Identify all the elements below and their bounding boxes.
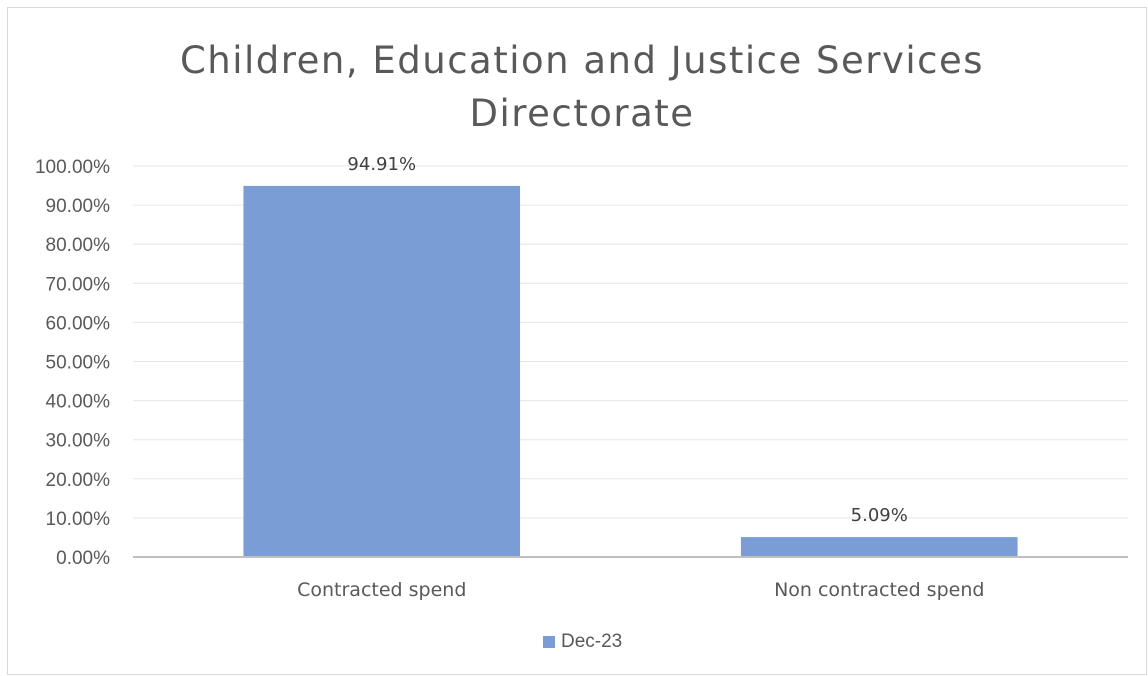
y-tick-label: 50.00%	[46, 353, 111, 374]
data-label: 94.91%	[347, 154, 416, 175]
y-tick-label: 20.00%	[46, 470, 111, 491]
y-tick-label: 40.00%	[46, 392, 111, 413]
legend-swatch	[543, 636, 555, 648]
y-tick-label: 30.00%	[46, 431, 111, 452]
x-category-label: Contracted spend	[297, 579, 466, 601]
chart-title: Children, Education and Justice Services…	[0, 34, 1148, 140]
chart-area	[7, 7, 1147, 675]
data-label: 5.09%	[851, 505, 908, 526]
y-tick-label: 0.00%	[56, 548, 110, 569]
y-tick-label: 60.00%	[46, 313, 111, 334]
y-tick-label: 10.00%	[46, 509, 111, 530]
y-axis: 0.00% 10.00% 20.00% 30.00% 40.00% 50.00% 60.00…	[35, 157, 110, 569]
y-tick-label: 100.00%	[35, 157, 110, 178]
y-tick-label: 80.00%	[46, 235, 111, 256]
y-tick-label: 90.00%	[46, 196, 111, 217]
data-labels: 94.91% 5.09%	[347, 154, 907, 526]
x-category-label: Non contracted spend	[774, 579, 984, 601]
bar-1	[243, 185, 521, 557]
legend: Dec-23	[543, 631, 622, 653]
chart-title-line-1: Children, Education and Justice Services	[179, 39, 985, 82]
x-axis: Contracted spend Non contracted spend	[133, 556, 1128, 601]
bar-2	[740, 537, 1018, 557]
y-tick-label: 70.00%	[46, 274, 111, 295]
legend-label: Dec-23	[561, 631, 623, 652]
chart-title-line-2: Directorate	[469, 92, 695, 135]
bars	[243, 185, 1018, 557]
